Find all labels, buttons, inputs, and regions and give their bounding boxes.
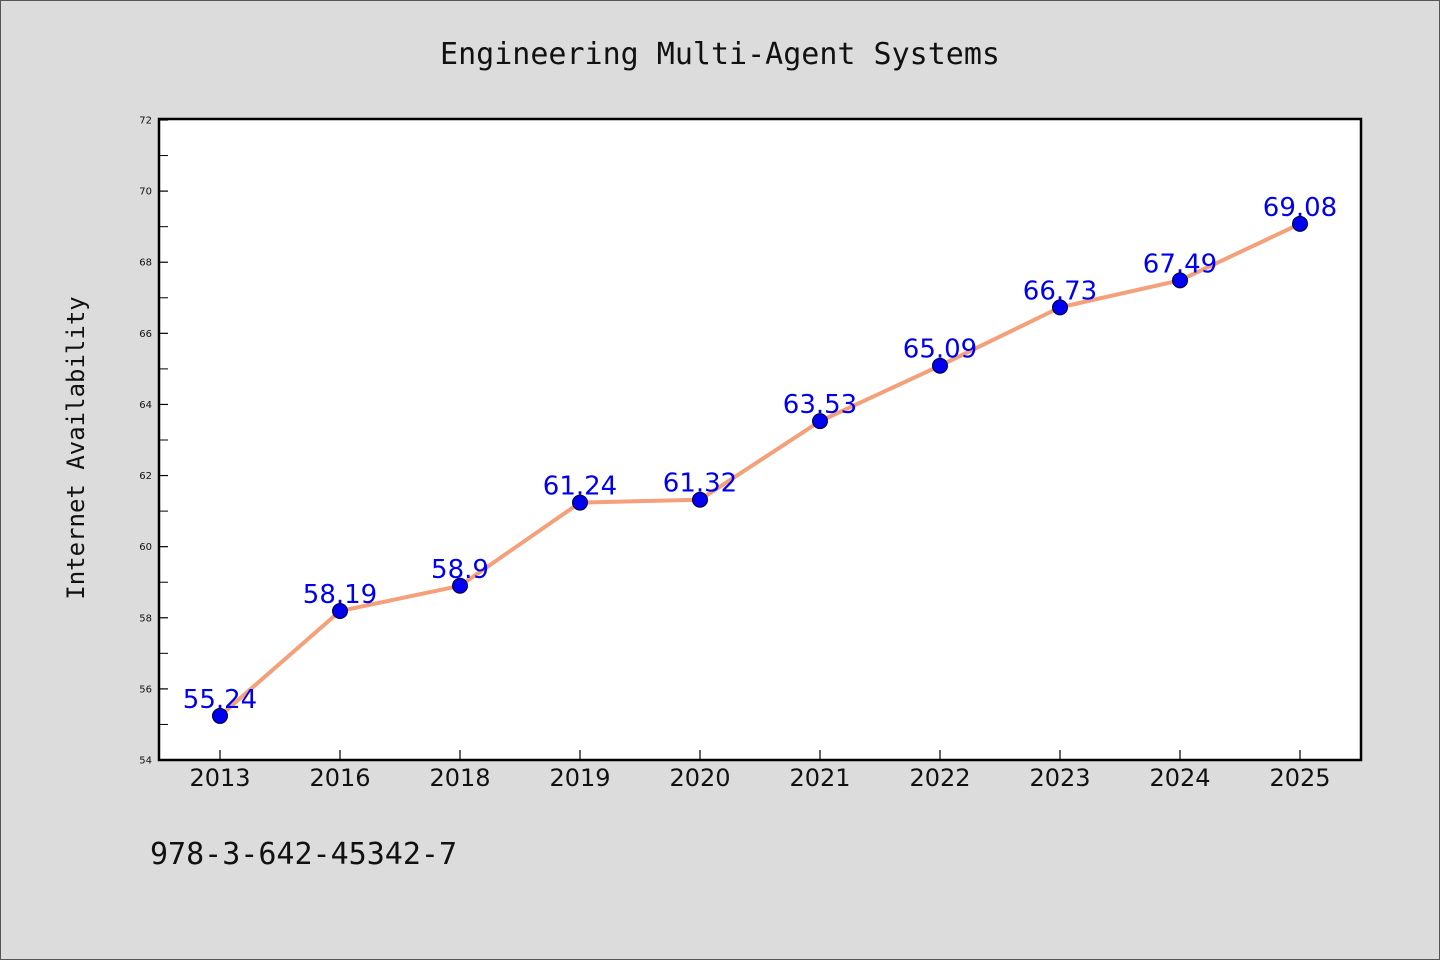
x-axis-ticks: 2013 2016 2018 2019 2020 2021 2022 2023 2024 2025 bbox=[189, 750, 1331, 792]
x-tick-label: 2025 bbox=[1269, 764, 1330, 792]
x-tick-label: 2016 bbox=[309, 764, 370, 792]
x-tick-label: 2022 bbox=[909, 764, 970, 792]
x-tick-label: 2018 bbox=[429, 764, 490, 792]
data-label: 58.9 bbox=[431, 555, 489, 585]
chart-title: Engineering Multi-Agent Systems bbox=[440, 37, 1000, 72]
data-label: 61.32 bbox=[663, 469, 737, 499]
y-axis-label: Internet Availability bbox=[62, 296, 90, 599]
data-label: 65.09 bbox=[903, 335, 977, 365]
plot-area bbox=[157, 117, 1363, 762]
x-tick-label: 2021 bbox=[789, 764, 850, 792]
data-point bbox=[932, 357, 948, 374]
data-label: 55.24 bbox=[183, 685, 257, 715]
data-point bbox=[1172, 272, 1188, 289]
data-label: 66.73 bbox=[1023, 276, 1097, 306]
x-tick-label: 2013 bbox=[189, 764, 250, 792]
y-tick-label: 62 bbox=[139, 471, 152, 482]
data-labels-layer: 55.24 58.19 58.9 61.24 61.32 63.53 65.09 66.73 6… bbox=[183, 193, 1337, 715]
y-tick-label: 64 bbox=[139, 400, 152, 411]
series-line bbox=[218, 222, 1301, 718]
y-axis-ticks: 54 56 58 60 62 64 66 68 70 72 bbox=[139, 116, 168, 767]
y-tick-label: 68 bbox=[139, 258, 152, 269]
series-layer bbox=[212, 215, 1308, 724]
data-point bbox=[572, 494, 588, 511]
y-tick-label: 60 bbox=[139, 542, 152, 553]
x-tick-label: 2020 bbox=[669, 764, 730, 792]
data-point bbox=[812, 413, 828, 430]
y-tick-label: 72 bbox=[139, 116, 152, 127]
y-tick-label: 70 bbox=[139, 187, 152, 198]
data-label: 61.24 bbox=[543, 472, 617, 502]
data-point bbox=[692, 491, 708, 508]
data-point bbox=[212, 707, 228, 724]
data-label: 58.19 bbox=[303, 580, 377, 610]
data-point bbox=[332, 603, 348, 620]
isbn-annotation: 978-3-642-45342-7 bbox=[150, 837, 457, 872]
data-label: 69.08 bbox=[1263, 193, 1337, 223]
x-tick-label: 2023 bbox=[1029, 764, 1090, 792]
data-label: 67.49 bbox=[1143, 249, 1217, 279]
y-tick-label: 54 bbox=[139, 756, 152, 767]
y-tick-label: 56 bbox=[139, 684, 152, 695]
data-label: 63.53 bbox=[783, 390, 857, 420]
y-tick-label: 58 bbox=[139, 613, 152, 624]
x-tick-label: 2019 bbox=[549, 764, 610, 792]
data-point bbox=[1052, 299, 1068, 316]
y-tick-label: 66 bbox=[139, 329, 152, 340]
data-point bbox=[452, 577, 468, 594]
data-point bbox=[1292, 215, 1308, 232]
x-tick-label: 2024 bbox=[1149, 764, 1210, 792]
